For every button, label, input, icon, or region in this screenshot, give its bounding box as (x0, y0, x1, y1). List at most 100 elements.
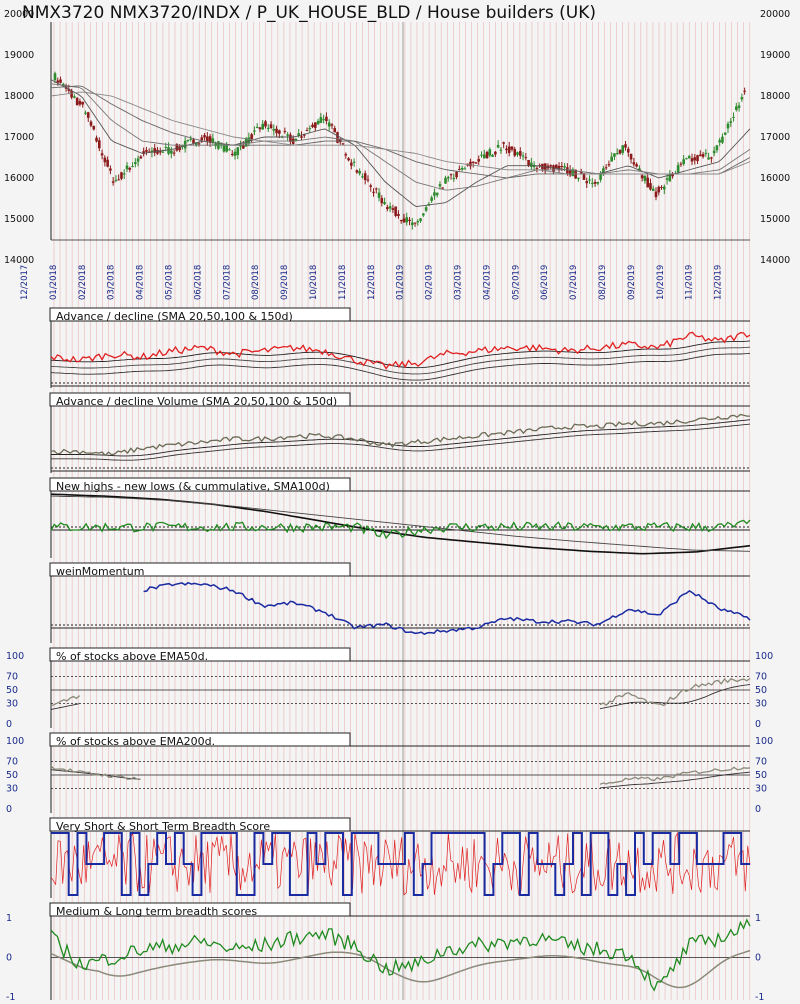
price-candle (344, 154, 348, 156)
panel-axis-left-tick: 70 (6, 671, 18, 682)
price-candle (194, 142, 198, 146)
panel-axis-left-tick: 70 (6, 756, 18, 767)
price-candle (452, 177, 456, 180)
price-axis-left-tick: 16000 (4, 173, 34, 184)
price-candle (178, 146, 181, 151)
date-tick-label: 10/2018 (309, 265, 319, 300)
price-candle (230, 153, 234, 156)
panel-title-wm: weinMomentum (49, 562, 351, 578)
price-candle (347, 158, 350, 161)
price-candle (388, 206, 392, 209)
price-candle (502, 142, 505, 144)
price-candle (86, 112, 90, 118)
price-candle (682, 159, 685, 165)
price-candle (172, 152, 176, 154)
price-candle (405, 217, 409, 223)
price-candle (106, 159, 109, 167)
price-candle (699, 154, 702, 156)
price-candle (236, 147, 240, 156)
price-candle (568, 169, 572, 176)
price-candle (139, 156, 143, 159)
price-candle (463, 168, 467, 170)
panel-axis-left-tick: 30 (6, 699, 18, 710)
panel-title-hl-text: New highs - new lows (& cummulative, SMA… (56, 480, 330, 493)
price-candle (192, 139, 195, 144)
price-candle (444, 177, 447, 184)
ema50-average-line (50, 683, 751, 710)
price-candle (203, 135, 206, 138)
panel-title-hl: New highs - new lows (& cummulative, SMA… (49, 477, 351, 493)
price-candle (485, 151, 489, 159)
price-candle (233, 151, 237, 156)
price-candle (242, 145, 245, 149)
price-candle (579, 172, 583, 174)
panel-axis-left-tick: 100 (6, 651, 24, 662)
price-candle (704, 152, 708, 154)
price-candle (158, 150, 162, 153)
date-tick-label: 09/2018 (280, 265, 290, 300)
price-candle (499, 149, 503, 151)
price-candle (258, 127, 262, 130)
price-candle (283, 131, 287, 133)
panel-title-ml: Medium & Long term breadth scores (49, 902, 351, 918)
price-candle (521, 155, 525, 157)
ema200-series-line (50, 765, 751, 785)
price-candle (366, 179, 370, 181)
price-candle (305, 130, 309, 132)
ad-average-line (50, 340, 751, 369)
price-candle (261, 123, 265, 130)
date-tick-label: 05/2019 (511, 265, 521, 300)
price-candle (266, 127, 270, 129)
panel-title-ml-text: Medium & Long term breadth scores (56, 905, 257, 918)
date-tick-label: 07/2019 (569, 265, 579, 300)
price-moving-average-line (50, 83, 751, 191)
price-candle (685, 158, 688, 160)
price-candle (350, 162, 353, 166)
price-candle (197, 143, 201, 145)
price-candle (142, 151, 145, 154)
date-tick-label: 08/2019 (598, 265, 608, 300)
price-candle (518, 151, 522, 156)
price-moving-average-line (50, 91, 751, 175)
panel-axis-right-tick: -1 (755, 992, 764, 1000)
price-candle (134, 162, 137, 164)
price-candle (78, 101, 82, 105)
price-candle (300, 136, 303, 138)
price-candle (433, 192, 436, 196)
price-candle (136, 158, 140, 162)
price-candle (394, 206, 397, 216)
price-candle (369, 185, 373, 187)
price-candle (455, 171, 458, 178)
price-candle (374, 188, 378, 190)
panel-frames (50, 22, 750, 1000)
price-candle (712, 150, 716, 154)
price-candle (635, 164, 638, 167)
date-tick-label: 12/2018 (367, 265, 377, 300)
ml-series-line (50, 918, 751, 992)
ml-average-line (50, 949, 751, 989)
price-candle (438, 184, 442, 187)
price-candle (524, 157, 528, 159)
panel-axis-right-tick: 70 (755, 756, 767, 767)
price-candle (621, 145, 625, 153)
price-candle (311, 124, 314, 128)
price-axis-right-tick: 20000 (760, 9, 790, 20)
price-candle (549, 165, 553, 167)
panel-axis-right-tick: 50 (755, 685, 767, 696)
price-candle (308, 128, 312, 130)
price-candle (269, 124, 273, 129)
date-tick-label: 01/2019 (396, 265, 406, 300)
price-candle (302, 134, 306, 136)
price-candle (322, 119, 325, 121)
price-candle (577, 177, 580, 179)
price-candle (513, 149, 517, 156)
price-candle (458, 168, 461, 170)
price-candle (316, 120, 320, 125)
price-candle (413, 222, 417, 224)
price-candle (89, 121, 93, 126)
price-candle (582, 173, 586, 180)
price-candle (333, 128, 337, 133)
panel-axis-left-tick: 100 (6, 736, 24, 747)
price-candle (186, 139, 190, 141)
